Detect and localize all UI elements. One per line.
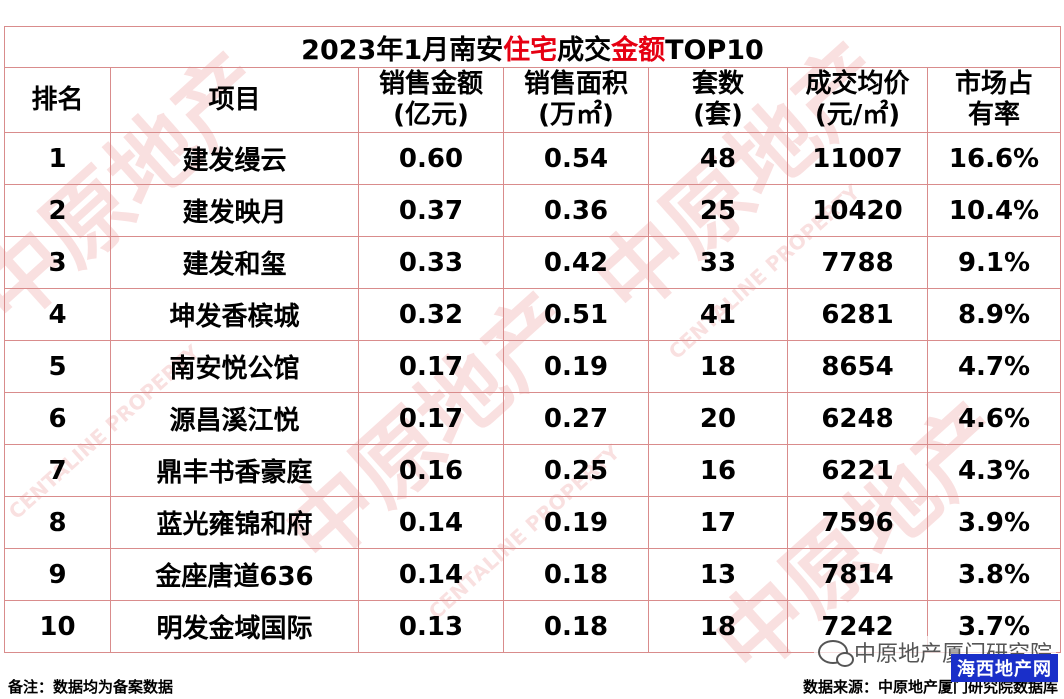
cell-units: 13 (648, 548, 788, 601)
header-row: 排名 项目 销售金额 (亿元) 销售面积 (万㎡) 套数 (套) 成交均价 (元/㎡) 市场占 有率 (4, 67, 1062, 133)
cell-project: 建发缦云 (110, 132, 359, 185)
ranking-table: 2023年1月南安住宅成交金额TOP10 排名 项目 销售金额 (亿元) 销售面积 (万㎡… (3, 26, 1062, 653)
column-header-project: 项目 (110, 67, 359, 133)
cell-market-share: 10.4% (926, 184, 1062, 237)
cell-units: 16 (648, 444, 788, 497)
cell-market-share: 4.3% (926, 444, 1062, 497)
cell-avg-price: 6281 (787, 288, 928, 341)
table-row: 8 蓝光雍锦和府 0.14 0.19 17 7596 3.9% (4, 496, 1062, 549)
table-row: 4 坤发香槟城 0.32 0.51 41 6281 8.9% (4, 288, 1062, 341)
cell-units: 17 (648, 496, 788, 549)
table-row: 5 南安悦公馆 0.17 0.19 18 8654 4.7% (4, 340, 1062, 393)
cell-sales-area: 0.18 (503, 600, 649, 653)
cell-avg-price: 6221 (787, 444, 928, 497)
cell-rank: 7 (4, 444, 111, 497)
column-header-units: 套数 (套) (648, 67, 788, 133)
cell-sales-area: 0.51 (503, 288, 649, 341)
cell-sales-area: 0.27 (503, 392, 649, 445)
table-row: 1 建发缦云 0.60 0.54 48 11007 16.6% (4, 132, 1062, 185)
cell-rank: 9 (4, 548, 111, 601)
cell-project: 鼎丰书香豪庭 (110, 444, 359, 497)
cell-sales-amount: 0.17 (358, 392, 504, 445)
cell-market-share: 9.1% (926, 236, 1062, 289)
cell-units: 48 (648, 132, 788, 185)
cell-avg-price: 7788 (787, 236, 928, 289)
column-header-market-share: 市场占 有率 (926, 67, 1062, 133)
cell-market-share: 4.6% (926, 392, 1062, 445)
footer: 备注：数据均为备案数据 数据来源：中原地产厦门研究院数据库 (0, 668, 1064, 699)
cell-market-share: 8.9% (926, 288, 1062, 341)
cell-sales-amount: 0.37 (358, 184, 504, 237)
column-header-rank: 排名 (4, 67, 111, 133)
cell-sales-amount: 0.32 (358, 288, 504, 341)
column-header-sales-area: 销售面积 (万㎡) (503, 67, 649, 133)
table-row: 6 源昌溪江悦 0.17 0.27 20 6248 4.6% (4, 392, 1062, 445)
cell-units: 33 (648, 236, 788, 289)
wechat-icon (817, 640, 854, 667)
cell-project: 坤发香槟城 (110, 288, 359, 341)
cell-avg-price: 8654 (787, 340, 928, 393)
cell-units: 18 (648, 340, 788, 393)
cell-sales-area: 0.54 (503, 132, 649, 185)
table-row: 3 建发和玺 0.33 0.42 33 7788 9.1% (4, 236, 1062, 289)
cell-avg-price: 6248 (787, 392, 928, 445)
cell-sales-area: 0.19 (503, 340, 649, 393)
cell-sales-amount: 0.16 (358, 444, 504, 497)
corner-logo: 海西地产网 (951, 654, 1058, 682)
table-title: 2023年1月南安住宅成交金额TOP10 (3, 26, 1062, 68)
cell-market-share: 16.6% (926, 132, 1062, 185)
cell-sales-area: 0.36 (503, 184, 649, 237)
cell-rank: 4 (4, 288, 111, 341)
cell-units: 18 (648, 600, 788, 653)
table-row: 10 明发金域国际 0.13 0.18 18 7242 3.7% (4, 600, 1062, 653)
cell-sales-area: 0.19 (503, 496, 649, 549)
cell-project: 源昌溪江悦 (110, 392, 359, 445)
column-header-avg-price: 成交均价 (元/㎡) (787, 67, 928, 133)
cell-rank: 3 (4, 236, 111, 289)
cell-units: 41 (648, 288, 788, 341)
cell-sales-amount: 0.60 (358, 132, 504, 185)
cell-project: 南安悦公馆 (110, 340, 359, 393)
cell-rank: 1 (4, 132, 111, 185)
cell-project: 建发和玺 (110, 236, 359, 289)
cell-rank: 6 (4, 392, 111, 445)
cell-units: 25 (648, 184, 788, 237)
cell-project: 金座唐道636 (110, 548, 359, 601)
footer-note: 备注：数据均为备案数据 (8, 678, 174, 696)
cell-market-share: 3.8% (926, 548, 1062, 601)
cell-sales-area: 0.42 (503, 236, 649, 289)
cell-avg-price: 10420 (787, 184, 928, 237)
cell-rank: 2 (4, 184, 111, 237)
cell-avg-price: 7596 (787, 496, 928, 549)
cell-rank: 8 (4, 496, 111, 549)
cell-sales-amount: 0.14 (358, 496, 504, 549)
cell-rank: 5 (4, 340, 111, 393)
cell-project: 建发映月 (110, 184, 359, 237)
cell-sales-amount: 0.33 (358, 236, 504, 289)
column-header-sales-amount: 销售金额 (亿元) (358, 67, 504, 133)
cell-units: 20 (648, 392, 788, 445)
cell-market-share: 3.9% (926, 496, 1062, 549)
cell-market-share: 4.7% (926, 340, 1062, 393)
cell-avg-price: 7814 (787, 548, 928, 601)
cell-sales-amount: 0.17 (358, 340, 504, 393)
cell-project: 明发金域国际 (110, 600, 359, 653)
cell-sales-area: 0.18 (503, 548, 649, 601)
cell-sales-amount: 0.14 (358, 548, 504, 601)
table-row: 7 鼎丰书香豪庭 0.16 0.25 16 6221 4.3% (4, 444, 1062, 497)
cell-rank: 10 (4, 600, 111, 653)
footer-source: 数据来源：中原地产厦门研究院数据库 (802, 678, 1058, 696)
cell-project: 蓝光雍锦和府 (110, 496, 359, 549)
table-row: 9 金座唐道636 0.14 0.18 13 7814 3.8% (4, 548, 1062, 601)
table-row: 2 建发映月 0.37 0.36 25 10420 10.4% (4, 184, 1062, 237)
cell-sales-amount: 0.13 (358, 600, 504, 653)
cell-avg-price: 11007 (787, 132, 928, 185)
cell-sales-area: 0.25 (503, 444, 649, 497)
